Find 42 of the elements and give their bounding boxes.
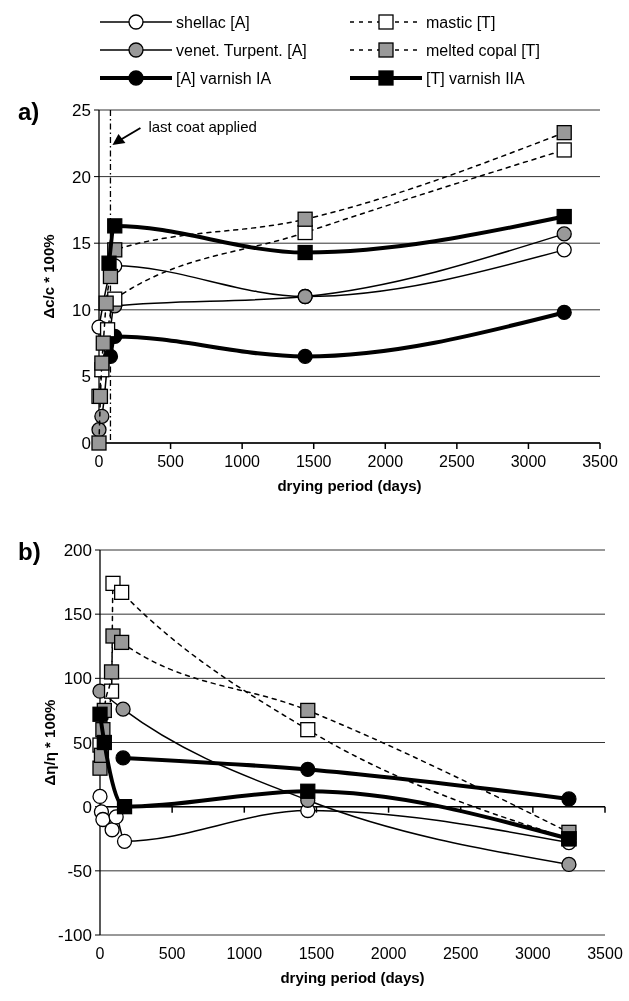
x-tick-label: 3500 bbox=[582, 453, 618, 470]
y-axis-title: Δc/c * 100% bbox=[40, 234, 57, 319]
x-tick-label: 1500 bbox=[295, 453, 332, 470]
x-tick-label: 0 bbox=[94, 453, 104, 470]
y-tick-label: 10 bbox=[72, 300, 91, 320]
chart-title: b) bbox=[18, 538, 41, 565]
chart-title: a) bbox=[18, 98, 40, 125]
x-tick-label: 1500 bbox=[298, 945, 335, 962]
legend-label: [A] varnish IA bbox=[176, 70, 272, 87]
y-tick-label: 0 bbox=[81, 434, 91, 453]
x-tick-label: 500 bbox=[158, 945, 186, 962]
x-tick-label: 0 bbox=[95, 945, 105, 962]
y-tick-label: 20 bbox=[72, 167, 91, 187]
x-tick-label: 2000 bbox=[370, 945, 407, 962]
y-tick-label: 0 bbox=[82, 797, 92, 817]
x-tick-label: 500 bbox=[157, 453, 185, 470]
legend-label: melted copal [T] bbox=[426, 42, 540, 59]
x-axis-title: drying period (days) bbox=[280, 969, 425, 986]
x-tick-label: 3500 bbox=[587, 945, 623, 962]
ref-line-label: last coat applied bbox=[148, 118, 257, 135]
legend-label: [T] varnish IIA bbox=[426, 70, 526, 87]
y-tick-label: 200 bbox=[63, 541, 92, 560]
y-tick-label: -100 bbox=[57, 926, 92, 945]
y-tick-label: 150 bbox=[63, 605, 92, 625]
x-tick-label: 2000 bbox=[367, 453, 404, 470]
y-axis-title: Δη/η * 100% bbox=[41, 699, 58, 786]
y-tick-label: 100 bbox=[63, 669, 92, 689]
legend-label: venet. Turpent. [A] bbox=[176, 42, 307, 59]
x-tick-label: 1000 bbox=[226, 945, 263, 962]
y-tick-label: 15 bbox=[72, 234, 91, 254]
x-axis-title: drying period (days) bbox=[277, 477, 422, 494]
x-tick-label: 2500 bbox=[442, 945, 479, 962]
y-tick-label: 5 bbox=[81, 367, 91, 387]
x-tick-label: 3000 bbox=[515, 945, 551, 962]
x-tick-label: 3000 bbox=[510, 453, 547, 470]
legend-label: mastic [T] bbox=[426, 14, 496, 31]
x-tick-label: 1000 bbox=[224, 453, 261, 470]
legend-label: shellac [A] bbox=[176, 14, 250, 31]
x-tick-label: 2500 bbox=[439, 453, 475, 470]
y-tick-label: 50 bbox=[73, 733, 92, 753]
y-tick-label: -50 bbox=[67, 861, 92, 881]
y-tick-label: 25 bbox=[72, 101, 91, 120]
